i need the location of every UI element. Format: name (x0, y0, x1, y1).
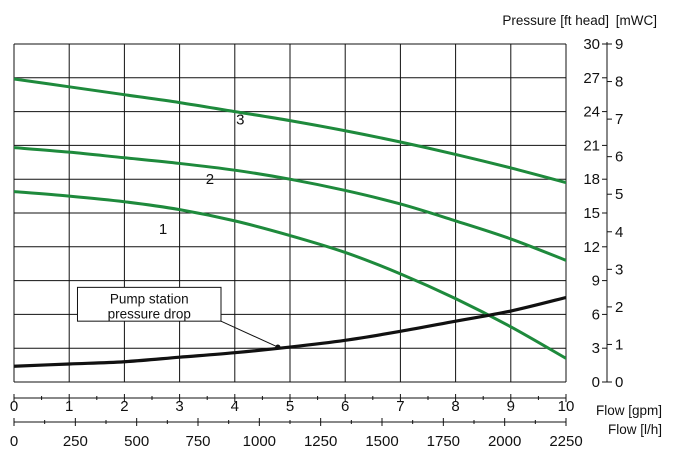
y-axis-ft-tick-label: 18 (583, 171, 600, 188)
x-axis-lh-tick-label: 1500 (365, 433, 398, 450)
x-axis-gpm-tick-label: 5 (286, 398, 294, 415)
x-axis-title-gpm: Flow [gpm] (596, 403, 662, 418)
y-axis-mwc-tick-label: 2 (615, 299, 623, 316)
callout-box (76, 286, 222, 322)
y-axis-mwc-tick-label: 0 (615, 374, 623, 391)
y-axis-mwc-tick-label: 6 (615, 149, 623, 166)
pressure-drop-curve (14, 295, 566, 368)
axes: 0 1 2 3 4 5 6 7 8 9 100 250 500 750 1000 1250 1500 1750 20… (10, 36, 624, 450)
x-axis-lh-tick-label: 250 (63, 433, 88, 450)
x-axis-gpm-tick-label: 8 (451, 398, 459, 415)
y-axis-ft-tick-label: 3 (592, 340, 600, 357)
y-axis-ft-tick-label: 24 (583, 104, 600, 121)
curves (14, 77, 566, 368)
x-axis-gpm-tick-label: 10 (558, 398, 575, 415)
x-axis-gpm-tick-label: 7 (396, 398, 404, 415)
x-axis-lh-tick-label: 1000 (243, 433, 276, 450)
x-axis-lh-tick-label: 2000 (488, 433, 521, 450)
y-axis-mwc-tick-label: 1 (615, 336, 623, 353)
y-axis-mwc-tick-label: 4 (615, 224, 623, 241)
y-axis-mwc-tick-label: 3 (615, 261, 623, 278)
x-axis-gpm-tick-label: 2 (120, 398, 128, 415)
y-axis-ft-tick-label: 15 (583, 205, 600, 222)
y-axis-ft-tick-label: 9 (592, 273, 600, 290)
callout-text-line: pressure drop (108, 306, 191, 321)
y-axis-ft-tick-label: 30 (583, 36, 600, 53)
y-axis-title-ft: Pressure [ft head] (502, 13, 609, 28)
y-axis-title: Pressure [ft head] [mWC] (502, 13, 657, 28)
pump-curve-2 (14, 146, 566, 262)
x-axis-lh-tick-label: 0 (10, 433, 18, 450)
y-axis-ft-tick-label: 6 (592, 306, 600, 323)
y-axis-ft-tick-label: 12 (583, 239, 600, 256)
pump-curve-1 (14, 190, 566, 360)
callout-point (275, 344, 281, 350)
y-axis-mwc-tick-label: 9 (615, 36, 623, 53)
pump-curve-3 (14, 77, 566, 185)
x-axis-gpm-tick-label: 6 (341, 398, 349, 415)
grid-lines (13, 43, 567, 383)
x-axis-gpm-tick-label: 1 (65, 398, 73, 415)
callout-leader-line (220, 320, 279, 348)
curve-label-1: 1 (159, 221, 167, 238)
y-axis-ft-tick-label: 0 (592, 374, 600, 391)
x-axis-lh-tick-label: 2250 (549, 433, 582, 450)
x-axis-gpm-tick-label: 4 (231, 398, 239, 415)
curve-label-3: 3 (236, 111, 244, 128)
x-axis-lh-tick-label: 1750 (427, 433, 460, 450)
y-axis-mwc-tick-label: 8 (615, 74, 623, 91)
y-axis-mwc-tick-label: 5 (615, 186, 623, 203)
x-axis-lh-tick-label: 1250 (304, 433, 337, 450)
y-axis-ft-tick-label: 21 (583, 137, 600, 154)
x-axis-gpm-tick-label: 9 (507, 398, 515, 415)
x-axis-gpm-tick-label: 3 (175, 398, 183, 415)
callout-text-line: Pump station (110, 291, 189, 306)
x-axis-lh-tick-label: 750 (185, 433, 210, 450)
x-axis-title-lh: Flow [l/h] (608, 422, 662, 437)
x-axis-lh-tick-label: 500 (124, 433, 149, 450)
y-axis-title-mwc: [mWC] (616, 13, 657, 28)
curve-label-2: 2 (206, 171, 214, 188)
y-axis-ft-tick-label: 27 (583, 70, 600, 87)
x-axis-gpm-tick-label: 0 (10, 398, 18, 415)
y-axis-mwc-tick-label: 7 (615, 111, 623, 128)
